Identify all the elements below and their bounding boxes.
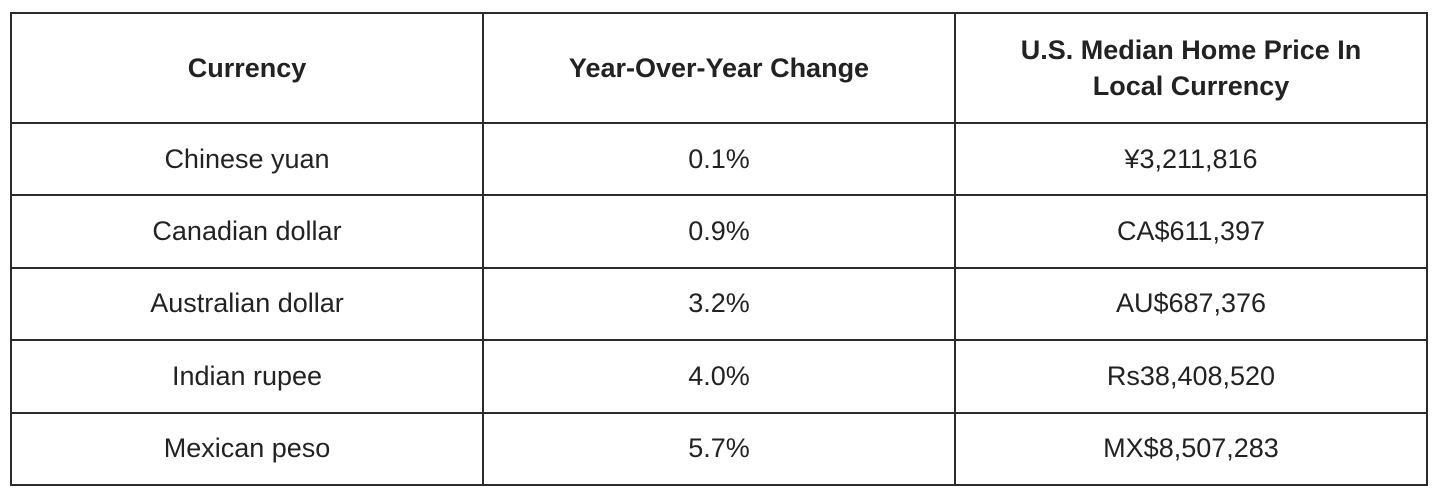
table-cell: Australian dollar (10, 266, 484, 342)
table-cell: Indian rupee (10, 339, 484, 414)
table-cell: Canadian dollar (10, 194, 484, 269)
table-cell: 3.2% (482, 266, 956, 342)
table-cell: MX$8,507,283 (954, 411, 1428, 487)
table-cell: CA$611,397 (954, 194, 1428, 269)
table-cell: 5.7% (482, 411, 956, 487)
header-row: Currency Year-Over-Year Change U.S. Median… (10, 12, 1428, 124)
table-row: Mexican peso 5.7% MX$8,507,283 (10, 411, 1428, 487)
table-cell: 0.1% (482, 121, 956, 197)
table-cell: 0.9% (482, 194, 956, 269)
table-body: Chinese yuan 0.1% ¥3,211,816 Canadian dolla… (10, 121, 1428, 487)
header-cell: U.S. Median Home Price In Local Currency (954, 12, 1428, 124)
header-cell: Year-Over-Year Change (482, 12, 956, 124)
table-cell: Mexican peso (10, 411, 484, 487)
header-cell: Currency (10, 12, 484, 124)
table-cell: Rs38,408,520 (954, 339, 1428, 414)
data-table: Currency Year-Over-Year Change U.S. Median… (10, 12, 1428, 487)
table-row: Canadian dollar 0.9% CA$611,397 (10, 194, 1428, 269)
table-cell: 4.0% (482, 339, 956, 414)
table-row: Indian rupee 4.0% Rs38,408,520 (10, 339, 1428, 414)
table-cell: Chinese yuan (10, 121, 484, 197)
table-cell: ¥3,211,816 (954, 121, 1428, 197)
table-row: Chinese yuan 0.1% ¥3,211,816 (10, 121, 1428, 197)
table-cell: AU$687,376 (954, 266, 1428, 342)
table-row: Australian dollar 3.2% AU$687,376 (10, 266, 1428, 342)
